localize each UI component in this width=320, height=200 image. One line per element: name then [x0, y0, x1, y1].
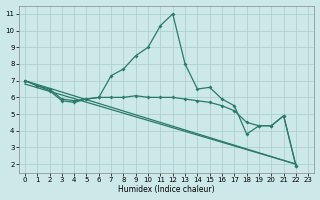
X-axis label: Humidex (Indice chaleur): Humidex (Indice chaleur) [118, 185, 215, 194]
